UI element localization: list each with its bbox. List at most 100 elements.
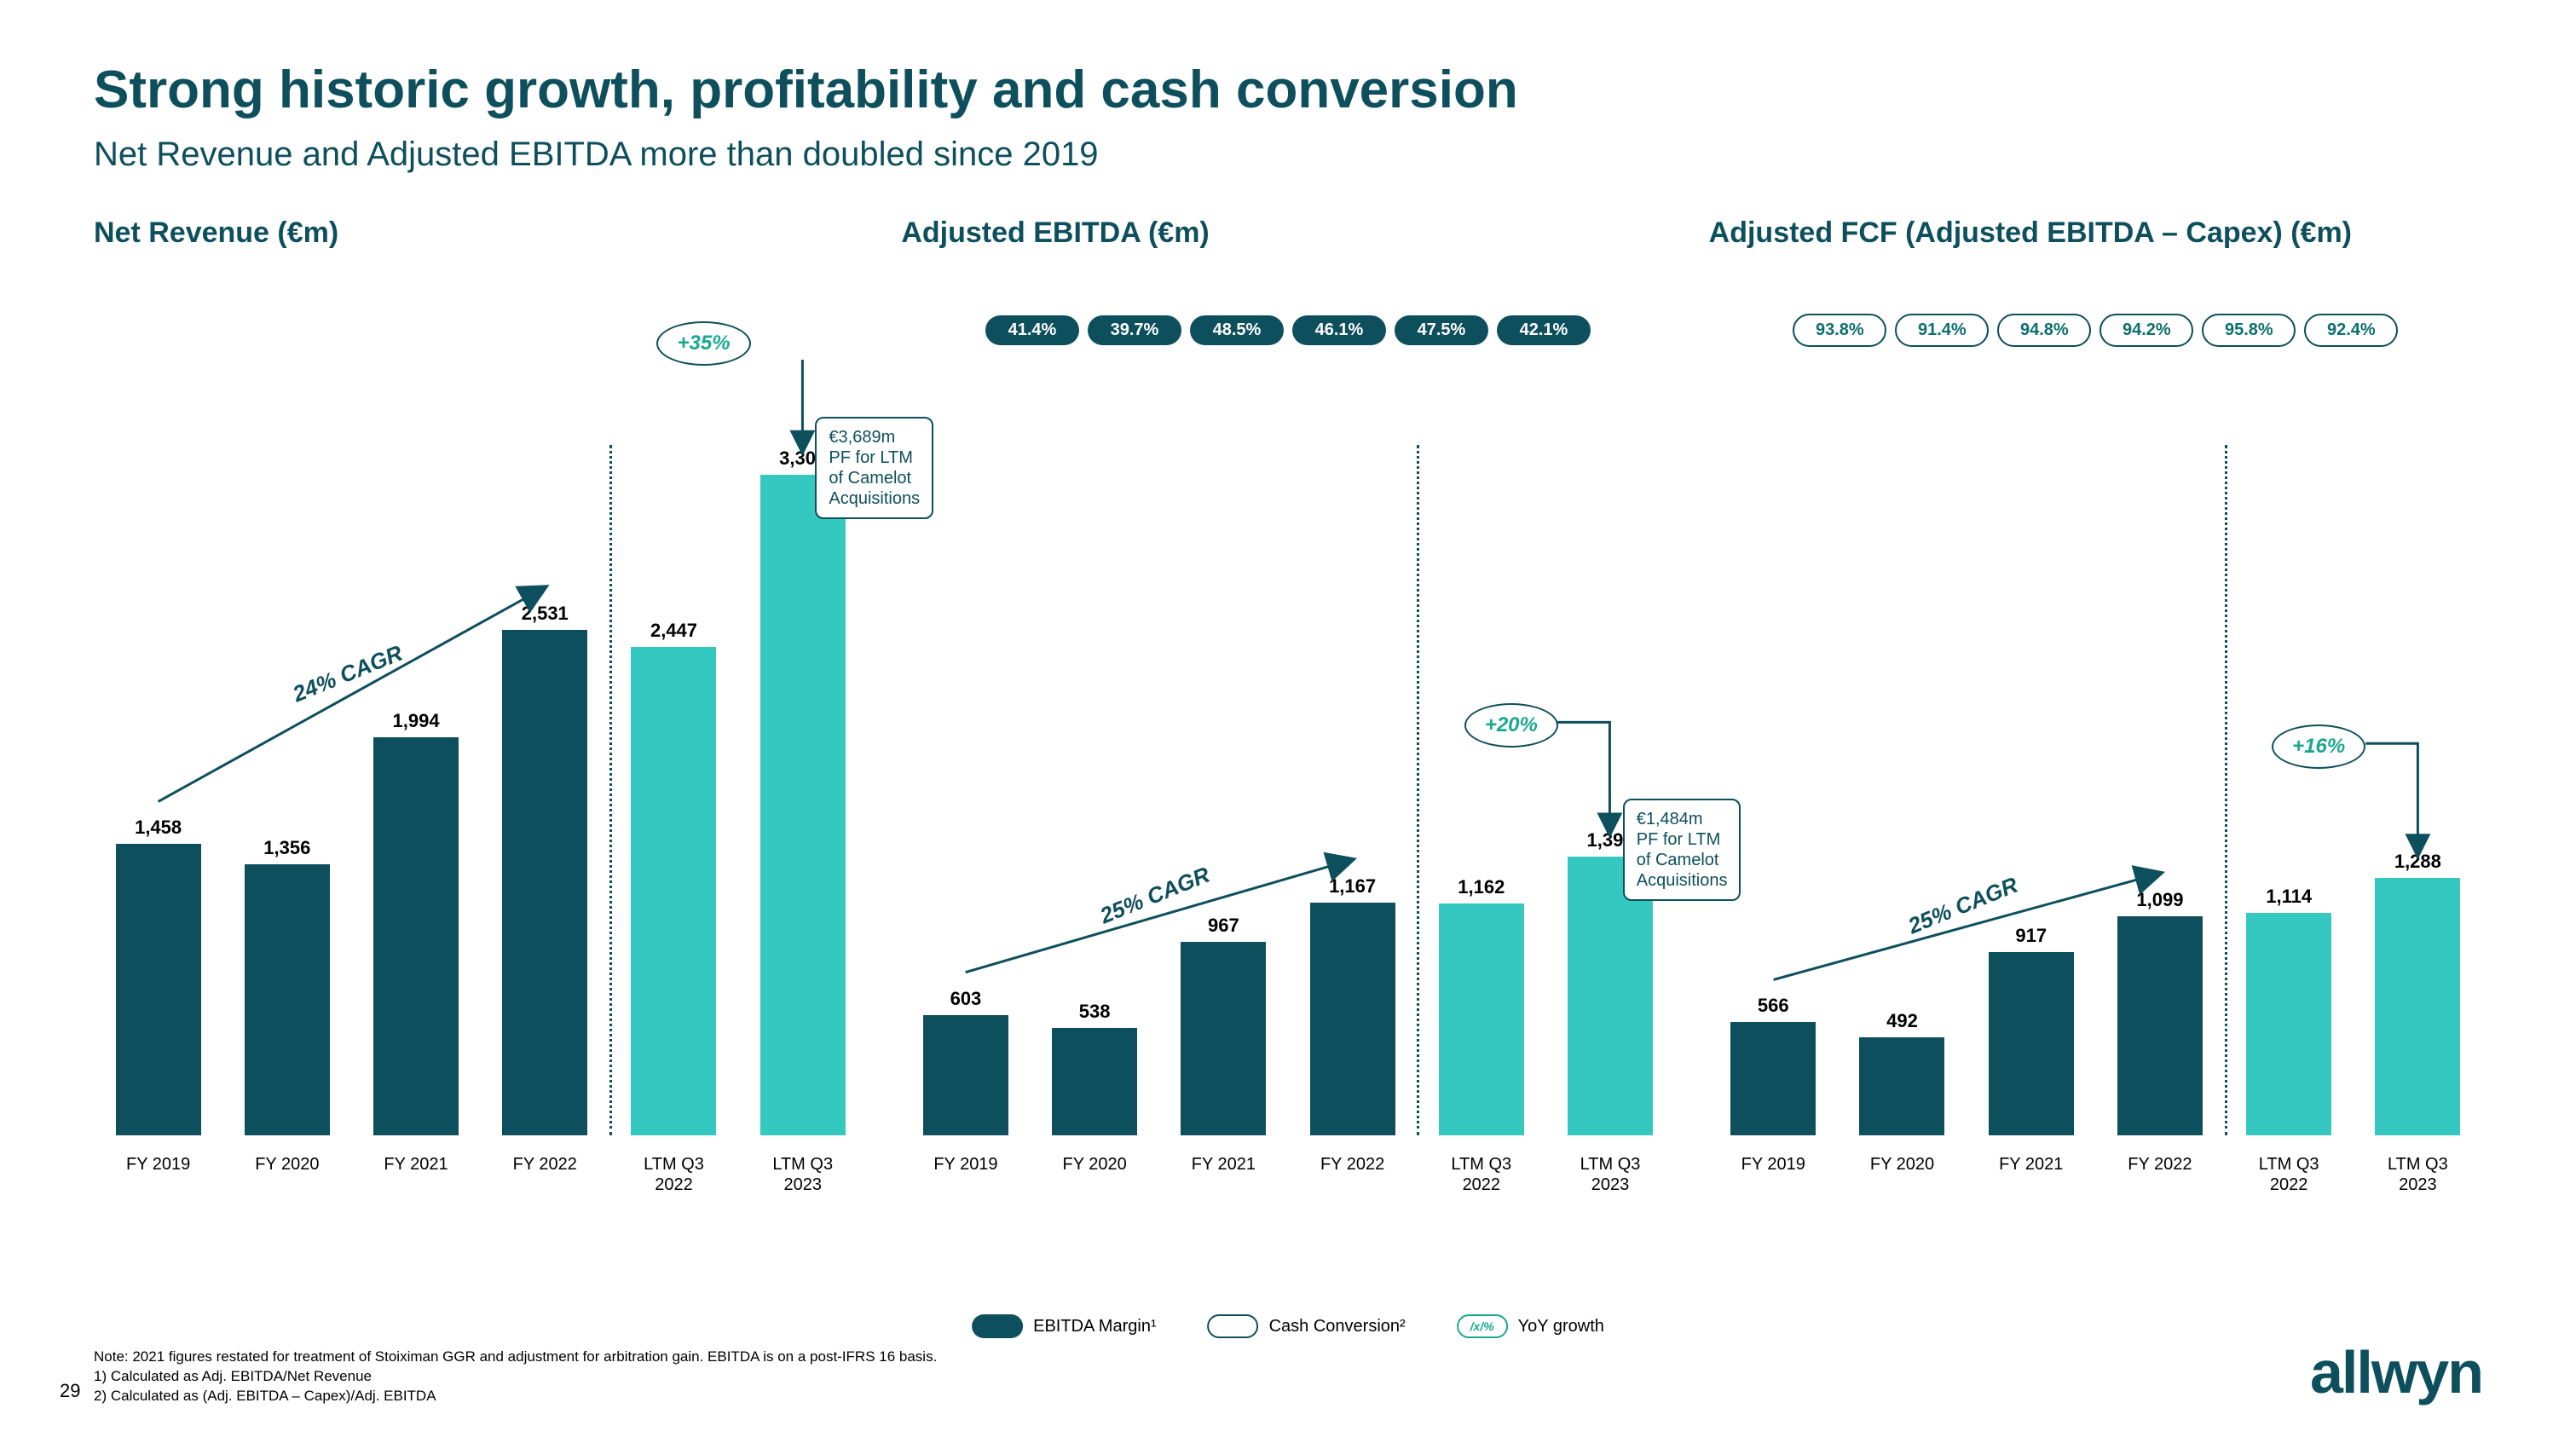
pill-row: 41.4%39.7%48.5%46.1%47.5%42.1% xyxy=(901,310,1674,349)
category-label: LTM Q32023 xyxy=(1559,1154,1661,1195)
pill-row: 93.8%91.4%94.8%94.2%95.8%92.4% xyxy=(1709,310,2482,349)
bar-value-label: 492 xyxy=(1886,1010,1918,1032)
metric-pill: 91.4% xyxy=(1895,314,1989,347)
metric-pill: 39.7% xyxy=(1088,315,1181,345)
category-label: FY 2020 xyxy=(1851,1154,1953,1195)
category-label: FY 2021 xyxy=(1172,1154,1274,1195)
bar-slot: 566 xyxy=(1722,995,1824,1135)
category-label: FY 2019 xyxy=(915,1154,1017,1195)
bar-value-label: 1,114 xyxy=(2266,886,2312,908)
chart-area: 1,458 1,356 1,994 2,531 2,447 3,309 FY 2019 FY … xyxy=(94,360,867,1195)
bar-slot: 3,309 xyxy=(752,447,854,1135)
category-label: FY 2019 xyxy=(1722,1154,1824,1195)
bar xyxy=(1439,903,1524,1135)
pill-row xyxy=(94,310,867,349)
bar-value-label: 1,167 xyxy=(1329,875,1376,898)
bar xyxy=(1989,952,2074,1135)
bar-value-label: 1,162 xyxy=(1458,876,1505,898)
metric-pill: 93.8% xyxy=(1793,314,1886,347)
category-label: FY 2019 xyxy=(107,1154,210,1195)
bar xyxy=(2246,913,2331,1135)
bar-value-label: 1,458 xyxy=(135,817,182,839)
bar-slot: 538 xyxy=(1043,1001,1146,1135)
chart-column: Adjusted EBITDA (€m) 41.4% 39.7% 48.5% 46.1%… xyxy=(901,216,1674,1195)
chart-column: Adjusted FCF (Adjusted EBITDA – Capex) (… xyxy=(1709,216,2482,1195)
chart-column: Net Revenue (€m) 1,458 1,356 1,994 2,531 2,44… xyxy=(94,216,867,1195)
yoy-badge: +16% xyxy=(2272,724,2365,769)
bar xyxy=(2117,916,2203,1135)
bar xyxy=(1730,1022,1816,1135)
legend-swatch-outline xyxy=(1208,1314,1259,1338)
chart-area: 6035389671,1671,1621,394FY 2019FY 2020FY… xyxy=(901,360,1674,1195)
footnote-2: 2) Calculated as (Adj. EBITDA – Capex)/A… xyxy=(94,1387,2235,1406)
category-label: LTM Q32022 xyxy=(622,1154,725,1195)
category-label: FY 2022 xyxy=(494,1154,596,1195)
bars-wrap: 566 492 917 1,099 1,114 1,288 xyxy=(1709,436,2482,1135)
bar-value-label: 1,356 xyxy=(263,837,310,859)
legend-label: EBITDA Margin¹ xyxy=(1033,1317,1156,1336)
bar xyxy=(1859,1037,1944,1135)
bar xyxy=(1310,903,1395,1135)
footnotes: Note: 2021 figures restated for treatmen… xyxy=(94,1348,2235,1406)
charts-row: Net Revenue (€m) 1,458 1,356 1,994 2,531 2,44… xyxy=(94,216,2482,1195)
metric-pill: 95.8% xyxy=(2202,314,2296,347)
chart-title: Adjusted FCF (Adjusted EBITDA – Capex) (… xyxy=(1709,216,2482,293)
category-label: FY 2021 xyxy=(1980,1154,2082,1195)
category-label: FY 2020 xyxy=(1043,1154,1146,1195)
bar xyxy=(373,737,459,1135)
metric-pill: 42.1% xyxy=(1497,315,1591,345)
bar xyxy=(631,647,716,1135)
bar-slot: 917 xyxy=(1980,925,2082,1135)
slide: Strong historic growth, profitability an… xyxy=(0,0,2576,1449)
bar-value-label: 538 xyxy=(1079,1001,1111,1023)
yoy-badge: +35% xyxy=(656,321,750,366)
category-label: LTM Q32023 xyxy=(752,1154,854,1195)
bars-wrap: 6035389671,1671,1621,394 xyxy=(901,436,1674,1135)
bar-slot: 492 xyxy=(1851,1010,1953,1135)
metric-pill: 94.8% xyxy=(1997,314,2091,347)
legend-swatch-yoy: /x/% xyxy=(1457,1314,1508,1338)
bar-slot: 1,994 xyxy=(365,710,467,1135)
category-label: FY 2021 xyxy=(365,1154,467,1195)
bar-slot: 2,531 xyxy=(494,603,596,1135)
category-label: LTM Q32023 xyxy=(2366,1154,2469,1195)
bar-value-label: 967 xyxy=(1208,915,1239,937)
footnote-note: Note: 2021 figures restated for treatmen… xyxy=(94,1348,2235,1367)
bar-slot: 1,162 xyxy=(1430,876,1533,1135)
bar-slot: 1,288 xyxy=(2366,851,2469,1135)
legend-label: YoY growth xyxy=(1518,1317,1604,1336)
legend: EBITDA Margin¹ Cash Conversion² /x/% YoY… xyxy=(972,1314,1604,1338)
yoy-badge: +20% xyxy=(1464,703,1558,748)
bar xyxy=(245,864,330,1135)
divider-line xyxy=(2225,445,2227,1135)
legend-yoy: /x/% YoY growth xyxy=(1457,1314,1604,1338)
bar xyxy=(116,844,201,1135)
chart-title: Adjusted EBITDA (€m) xyxy=(901,216,1674,293)
legend-cash-conversion: Cash Conversion² xyxy=(1208,1314,1406,1338)
chart-title: Net Revenue (€m) xyxy=(94,216,867,293)
bar-slot: 1,356 xyxy=(236,837,338,1135)
bar-value-label: 2,447 xyxy=(650,620,697,642)
bar-slot: 1,167 xyxy=(1302,875,1404,1135)
category-row: FY 2019FY 2020FY 2021FY 2022LTM Q32022LT… xyxy=(94,1154,867,1195)
slide-title: Strong historic growth, profitability an… xyxy=(94,60,2482,120)
divider-line xyxy=(609,445,612,1135)
metric-pill: 41.4% xyxy=(985,315,1079,345)
bar-slot: 967 xyxy=(1172,915,1274,1135)
bar xyxy=(2375,878,2460,1135)
legend-ebitda-margin: EBITDA Margin¹ xyxy=(972,1314,1156,1338)
chart-area: 566 492 917 1,099 1,114 1,288 FY 2019 FY 2020 FY… xyxy=(1709,360,2482,1195)
category-label: LTM Q32022 xyxy=(2238,1154,2340,1195)
metric-pill: 46.1% xyxy=(1292,315,1386,345)
metric-pill: 48.5% xyxy=(1190,315,1284,345)
bar xyxy=(760,475,846,1135)
bar-value-label: 1,099 xyxy=(2136,889,2183,911)
metric-pill: 94.2% xyxy=(2099,314,2193,347)
bar-slot: 1,458 xyxy=(107,817,210,1135)
bar-value-label: 2,531 xyxy=(522,603,569,625)
bar-slot: 603 xyxy=(915,988,1017,1135)
bar xyxy=(1181,942,1266,1135)
category-row: FY 2019FY 2020FY 2021FY 2022LTM Q32022LT… xyxy=(901,1154,1674,1195)
bar-slot: 1,099 xyxy=(2109,889,2211,1135)
bar-value-label: 1,288 xyxy=(2394,851,2441,873)
